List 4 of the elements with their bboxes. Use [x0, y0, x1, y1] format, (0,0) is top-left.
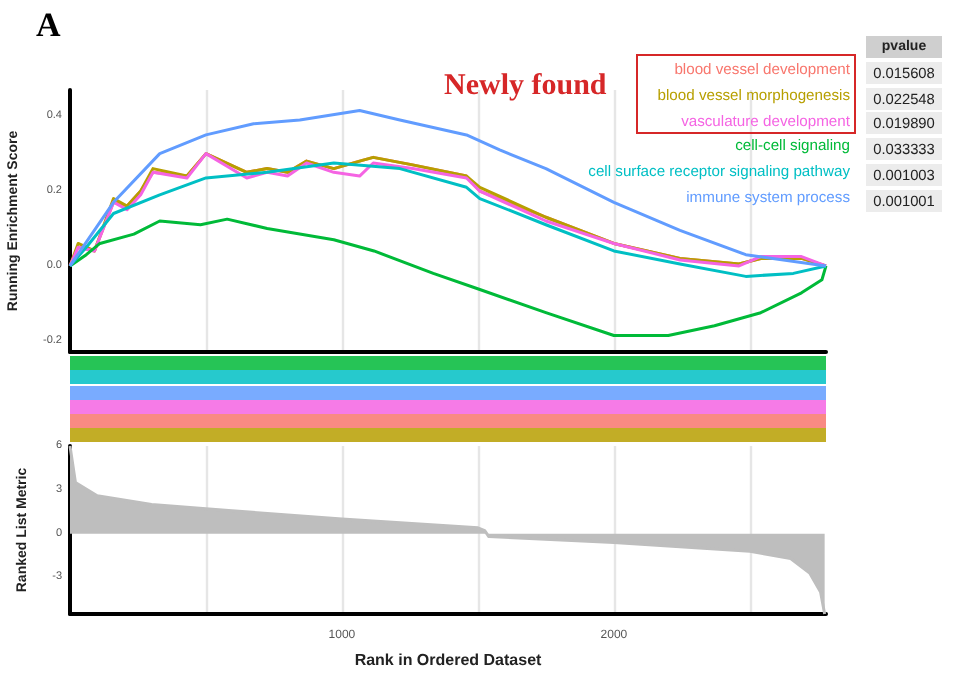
text: A	[36, 6, 61, 46]
line-series	[68, 217, 828, 338]
annotation: Newly found	[444, 70, 607, 104]
x-axis-title: Rank in Ordered Dataset	[354, 650, 543, 669]
